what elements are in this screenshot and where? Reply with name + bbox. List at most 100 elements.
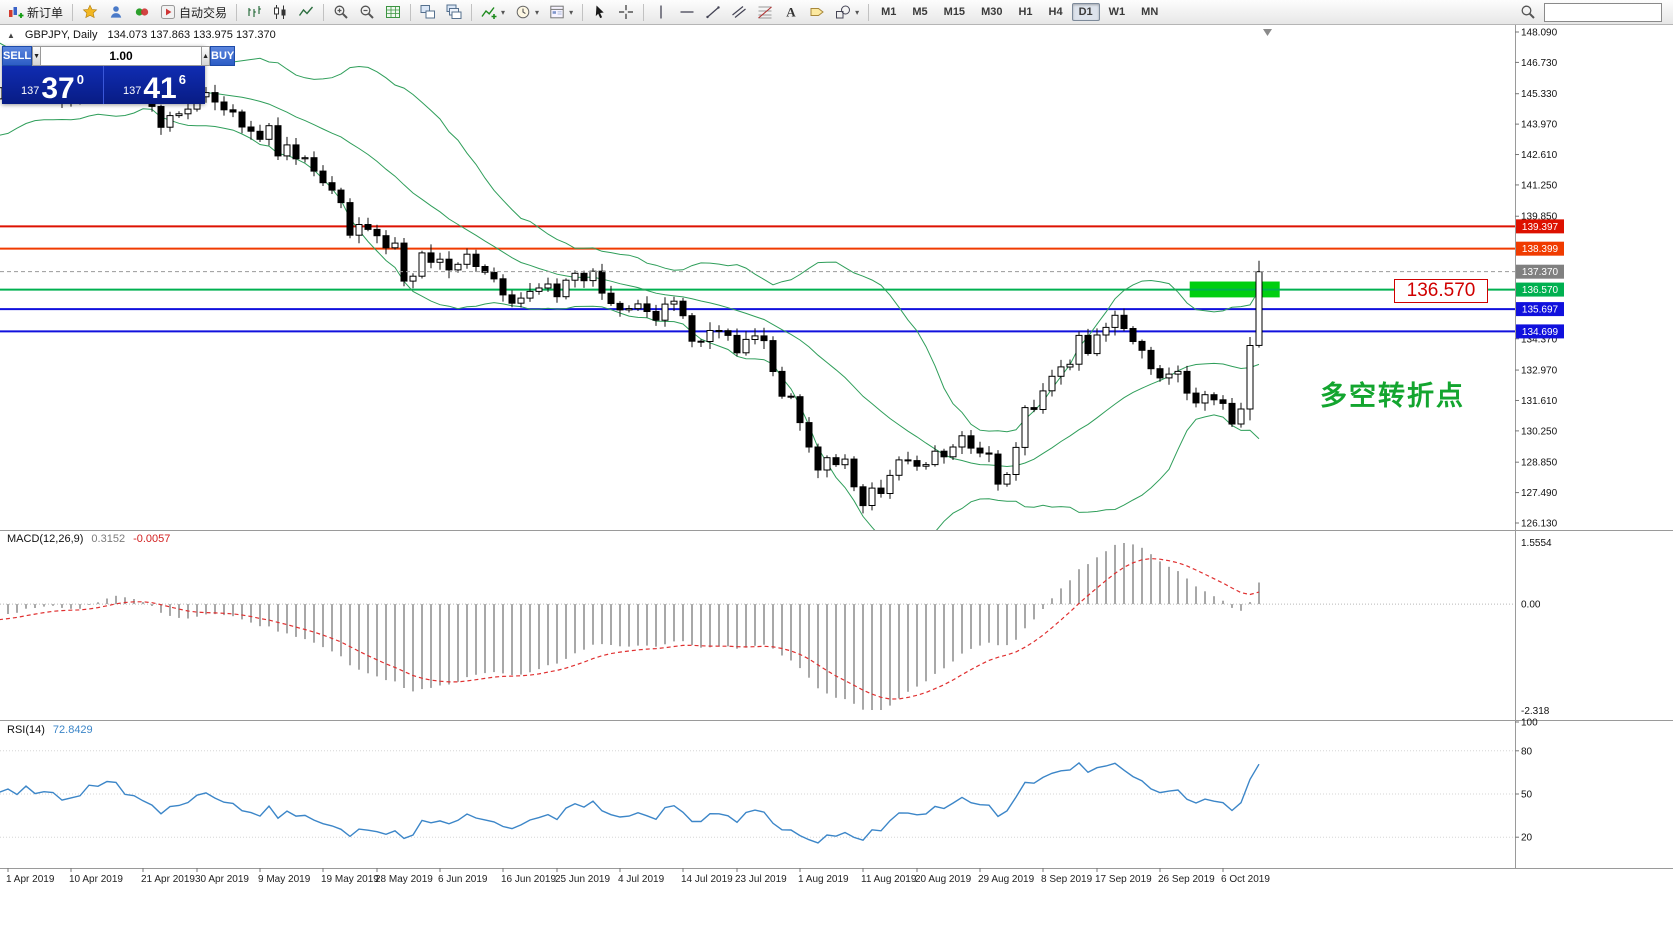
svg-text:11 Aug 2019: 11 Aug 2019 xyxy=(861,874,917,885)
shapes-button-caret-icon: ▾ xyxy=(855,7,860,17)
fibonacci-button[interactable] xyxy=(752,2,778,23)
timeframe-h1-button[interactable]: H1 xyxy=(1018,6,1033,18)
vertical-line-button[interactable] xyxy=(648,2,674,23)
new-order-button-label: 新订单 xyxy=(27,5,64,20)
macd-title: MACD(12,26,9) xyxy=(7,533,84,545)
data-window-button[interactable] xyxy=(129,2,155,23)
volume-decrease-button[interactable]: ▼ xyxy=(32,46,42,66)
autotrading-button[interactable]: 自动交易 xyxy=(155,2,232,23)
svg-text:132.970: 132.970 xyxy=(1521,366,1558,377)
channel-button[interactable] xyxy=(726,2,752,23)
sell-price[interactable]: 137 37 0 xyxy=(2,66,104,104)
trendline-button[interactable] xyxy=(700,2,726,23)
svg-text:145.330: 145.330 xyxy=(1521,89,1558,100)
templates-button[interactable]: ▾ xyxy=(544,2,578,23)
autotrading-button-label: 自动交易 xyxy=(179,5,228,20)
sell-price-big: 37 xyxy=(41,71,75,105)
svg-text:9 May 2019: 9 May 2019 xyxy=(258,874,311,885)
svg-text:16 Jun 2019: 16 Jun 2019 xyxy=(501,874,556,885)
turning-point-annotation[interactable]: 多空转折点 xyxy=(1320,381,1465,412)
periods-button[interactable]: ▾ xyxy=(510,2,544,23)
rsi-axis[interactable]: 100 80 50 20 xyxy=(1515,718,1538,844)
svg-text:26 Sep 2019: 26 Sep 2019 xyxy=(1158,874,1215,885)
macd-axis[interactable]: 1.5554 0.00 -2.318 xyxy=(1521,538,1552,717)
svg-text:139.850: 139.850 xyxy=(1521,212,1558,223)
timeframe-w1-button[interactable]: W1 xyxy=(1108,6,1126,18)
toolbar-separator xyxy=(410,3,412,21)
svg-text:126.130: 126.130 xyxy=(1521,519,1558,530)
timeframe-m30-button[interactable]: M30 xyxy=(981,6,1003,18)
svg-text:10 Apr 2019: 10 Apr 2019 xyxy=(69,874,123,885)
horizontal-line-button[interactable] xyxy=(674,2,700,23)
zoom-out-button[interactable] xyxy=(354,2,380,23)
cascade-windows-button[interactable] xyxy=(441,2,467,23)
svg-text:50: 50 xyxy=(1521,790,1533,801)
search-icon[interactable] xyxy=(1515,2,1541,23)
new-order-button[interactable]: 新订单 xyxy=(3,2,68,23)
buy-button[interactable]: BUY xyxy=(210,46,236,66)
rsi-panel xyxy=(0,750,1515,844)
shapes-button[interactable]: ▾ xyxy=(830,2,864,23)
metaeditor-button[interactable] xyxy=(77,2,103,23)
periods-button-caret-icon: ▾ xyxy=(535,7,540,17)
volume-increase-button[interactable]: ▲ xyxy=(201,46,210,66)
macd-main-value: 0.3152 xyxy=(91,533,126,545)
svg-text:146.730: 146.730 xyxy=(1521,58,1558,69)
indicators-button-caret-icon: ▾ xyxy=(501,7,506,17)
svg-text:128.850: 128.850 xyxy=(1521,458,1558,469)
templates-button-caret-icon: ▾ xyxy=(569,7,574,17)
svg-text:142.610: 142.610 xyxy=(1521,150,1558,161)
svg-text:19 May 2019: 19 May 2019 xyxy=(321,874,379,885)
toolbar-separator xyxy=(323,3,325,21)
candlestick-mode-button[interactable] xyxy=(267,2,293,23)
svg-text:141.250: 141.250 xyxy=(1521,180,1558,191)
svg-text:134.699: 134.699 xyxy=(1522,327,1559,338)
search-input[interactable] xyxy=(1544,2,1662,22)
timeframe-m1-button[interactable]: M1 xyxy=(881,6,897,18)
timeframe-d1-button[interactable]: D1 xyxy=(1071,3,1100,21)
svg-text:30 Apr 2019: 30 Apr 2019 xyxy=(195,874,249,885)
volume-down-icon: ▼ xyxy=(33,52,41,60)
svg-text:1.5554: 1.5554 xyxy=(1521,538,1552,549)
indicators-button[interactable]: ▾ xyxy=(476,2,510,23)
timeframe-mn-button[interactable]: MN xyxy=(1141,6,1159,18)
price-axis[interactable]: 148.090 146.730 145.330 143.970 142.610 141.2… xyxy=(1515,28,1564,530)
svg-text:8 Sep 2019: 8 Sep 2019 xyxy=(1041,874,1093,885)
time-axis[interactable]: 1 Apr 2019 10 Apr 2019 21 Apr 2019 30 Apr 2… xyxy=(6,868,1270,885)
candles xyxy=(0,57,1263,514)
buy-price[interactable]: 137 41 6 xyxy=(104,66,205,104)
svg-text:100: 100 xyxy=(1521,718,1538,729)
toolbar-separator xyxy=(72,3,74,21)
volume-up-icon: ▲ xyxy=(202,52,209,60)
svg-text:138.399: 138.399 xyxy=(1522,244,1559,255)
bar-chart-mode-button[interactable] xyxy=(241,2,267,23)
timeframe-m5-button[interactable]: M5 xyxy=(912,6,928,18)
sell-button[interactable]: SELL xyxy=(2,46,33,66)
cursor-button[interactable] xyxy=(587,2,613,23)
price-annotation-label[interactable]: 136.570 xyxy=(1394,279,1488,303)
tile-windows-button[interactable] xyxy=(415,2,441,23)
svg-text:21 Apr 2019: 21 Apr 2019 xyxy=(141,874,195,885)
toolbar-search-area xyxy=(1515,2,1670,23)
macd-signal-value: -0.0057 xyxy=(133,533,171,545)
text-button[interactable]: A xyxy=(778,2,804,23)
chart-grid-button[interactable] xyxy=(380,2,406,23)
svg-text:136.570: 136.570 xyxy=(1522,285,1559,296)
label-button[interactable] xyxy=(804,2,830,23)
rsi-label: RSI(14) 72.8429 xyxy=(7,724,93,736)
timeframe-h4-button[interactable]: H4 xyxy=(1048,6,1063,18)
zoom-in-button[interactable] xyxy=(328,2,354,23)
toolbar-separator xyxy=(236,3,238,21)
line-chart-mode-button[interactable] xyxy=(293,2,319,23)
volume-input[interactable] xyxy=(41,46,202,66)
toolbar-separator xyxy=(471,3,473,21)
svg-text:139.397: 139.397 xyxy=(1522,222,1559,233)
rsi-line xyxy=(0,762,1260,844)
sell-price-pipette: 0 xyxy=(76,72,84,87)
market-watch-button[interactable] xyxy=(103,2,129,23)
buy-price-pipette: 6 xyxy=(178,72,186,87)
crosshair-button[interactable] xyxy=(613,2,639,23)
timeframe-m15-button[interactable]: M15 xyxy=(943,6,966,18)
